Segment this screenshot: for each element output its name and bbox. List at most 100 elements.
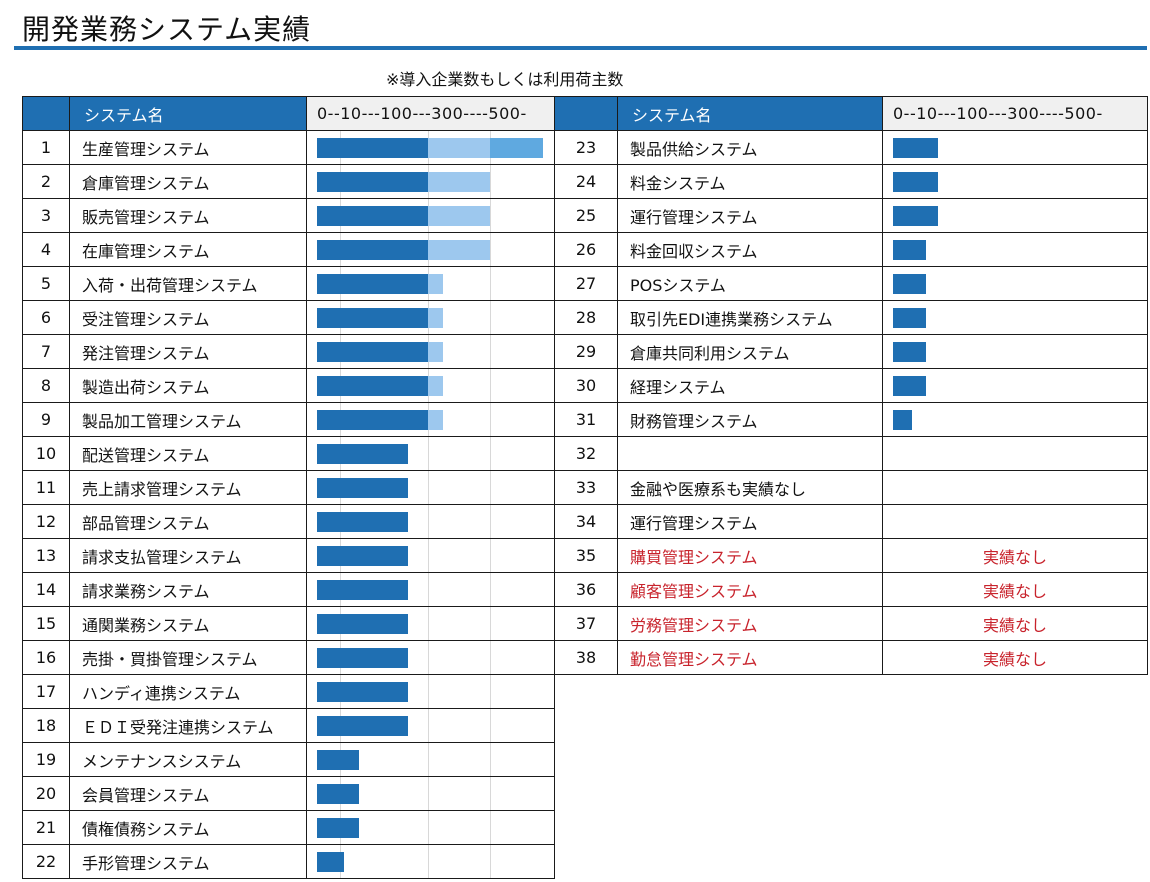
system-name: 購買管理システム xyxy=(617,538,883,573)
table-row: 26 料金回収システム xyxy=(554,232,1148,267)
bar-area xyxy=(308,437,554,470)
scale-tick xyxy=(489,267,491,300)
row-number: 20 xyxy=(22,776,70,811)
system-name: 料金回収システム xyxy=(617,232,883,267)
table-row: 31 財務管理システム xyxy=(554,402,1148,437)
table-row: 17 ハンディ連携システム xyxy=(22,674,555,709)
system-name: 労務管理システム xyxy=(617,606,883,641)
table-row: 32 xyxy=(554,436,1148,471)
result-bar-cell xyxy=(306,334,555,369)
table-row: 38 勤怠管理システム 実績なし xyxy=(554,640,1148,675)
result-bar-cell xyxy=(882,130,1148,165)
table-row: 24 料金システム xyxy=(554,164,1148,199)
header-number-cell xyxy=(22,96,70,131)
row-number: 11 xyxy=(22,470,70,505)
bar-segment-primary xyxy=(317,376,428,396)
bar-segment-primary xyxy=(317,512,409,532)
bar-segment-primary xyxy=(893,172,939,192)
scale-tick xyxy=(489,709,491,742)
row-number: 2 xyxy=(22,164,70,199)
bar-segment-primary xyxy=(317,580,409,600)
header-scale: 0--10---100---300----500- xyxy=(882,96,1148,131)
bar-area xyxy=(884,166,1147,198)
row-number: 13 xyxy=(22,538,70,573)
scale-tick xyxy=(427,709,429,742)
result-bar-cell xyxy=(306,844,555,879)
result-bar-cell xyxy=(882,368,1148,403)
table-row: 9 製品加工管理システム xyxy=(22,402,555,437)
system-table-left: システム名 0--10---100---300----500- 1 生産管理システ… xyxy=(22,96,555,879)
scale-tick xyxy=(489,641,491,674)
system-name: メンテナンスシステム xyxy=(69,742,307,777)
scale-tick xyxy=(489,335,491,368)
table-header-row: システム名 0--10---100---300----500- xyxy=(554,96,1148,131)
bar-area xyxy=(308,335,554,368)
bar-segment-primary xyxy=(317,546,409,566)
result-bar-cell xyxy=(306,708,555,743)
system-name: 債権債務システム xyxy=(69,810,307,845)
bar-segment-primary xyxy=(893,274,926,294)
bar-area xyxy=(308,301,554,334)
table-row: 30 経理システム xyxy=(554,368,1148,403)
row-number: 14 xyxy=(22,572,70,607)
table-row: 18 ＥＤＩ受発注連携システム xyxy=(22,708,555,743)
header-system-name: システム名 xyxy=(69,96,307,131)
bar-area xyxy=(308,709,554,742)
row-number: 24 xyxy=(554,164,618,199)
system-name: 顧客管理システム xyxy=(617,572,883,607)
table-row: 10 配送管理システム xyxy=(22,436,555,471)
table-row: 27 POSシステム xyxy=(554,266,1148,301)
bar-area xyxy=(308,165,554,198)
result-bar-cell xyxy=(306,572,555,607)
table-row: 14 請求業務システム xyxy=(22,572,555,607)
bar-segment-primary xyxy=(317,648,409,668)
scale-tick xyxy=(489,607,491,640)
system-name: 発注管理システム xyxy=(69,334,307,369)
scale-tick xyxy=(427,539,429,572)
table-row: 3 販売管理システム xyxy=(22,198,555,233)
result-bar-cell: 実績なし xyxy=(882,572,1148,607)
table-row: 37 労務管理システム 実績なし xyxy=(554,606,1148,641)
title-underline xyxy=(14,46,1147,50)
bar-segment-primary xyxy=(893,376,926,396)
system-name: 会員管理システム xyxy=(69,776,307,811)
system-name xyxy=(617,436,883,471)
table-row: 12 部品管理システム xyxy=(22,504,555,539)
scale-tick xyxy=(427,573,429,606)
page-title: 開発業務システム実績 xyxy=(22,13,312,46)
table-row: 6 受注管理システム xyxy=(22,300,555,335)
bar-area xyxy=(308,471,554,504)
bar-area xyxy=(308,539,554,572)
bar-area xyxy=(884,472,1147,504)
bar-segment-primary xyxy=(317,682,409,702)
bar-area xyxy=(884,438,1147,470)
result-bar-cell: 実績なし xyxy=(882,538,1148,573)
row-number: 6 xyxy=(22,300,70,335)
table-row: 1 生産管理システム xyxy=(22,130,555,165)
table-row: 13 請求支払管理システム xyxy=(22,538,555,573)
scale-tick xyxy=(489,369,491,402)
system-name: 経理システム xyxy=(617,368,883,403)
bar-segment-secondary xyxy=(427,376,444,396)
scale-tick xyxy=(489,233,491,266)
result-bar-cell xyxy=(306,266,555,301)
bar-segment-secondary xyxy=(427,274,444,294)
row-number: 26 xyxy=(554,232,618,267)
scale-tick xyxy=(489,743,491,776)
table-row: 25 運行管理システム xyxy=(554,198,1148,233)
row-number: 29 xyxy=(554,334,618,369)
bar-area xyxy=(884,336,1147,368)
bar-area xyxy=(308,403,554,436)
bar-segment-secondary xyxy=(427,240,490,260)
row-number: 27 xyxy=(554,266,618,301)
bar-segment-primary xyxy=(893,138,939,158)
table-row: 28 取引先EDI連携業務システム xyxy=(554,300,1148,335)
bar-segment-primary xyxy=(317,410,428,430)
row-number: 23 xyxy=(554,130,618,165)
bar-segment-primary xyxy=(317,172,428,192)
result-bar-cell xyxy=(306,368,555,403)
result-bar-cell xyxy=(882,198,1148,233)
result-bar-cell xyxy=(306,606,555,641)
bar-segment-primary xyxy=(893,206,939,226)
table-row: 35 購買管理システム 実績なし xyxy=(554,538,1148,573)
